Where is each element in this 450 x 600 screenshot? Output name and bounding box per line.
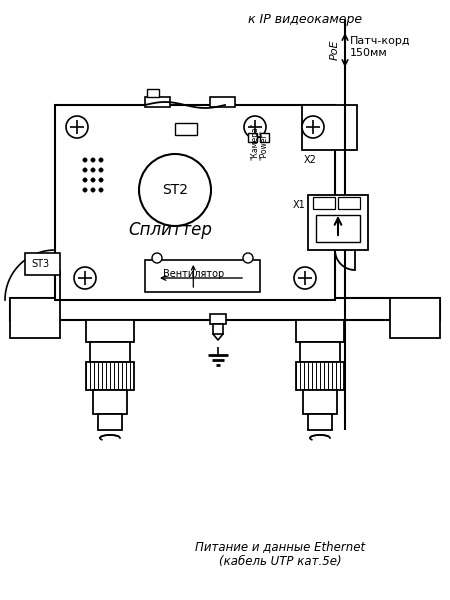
Circle shape	[302, 116, 324, 138]
Bar	[308, 414, 332, 430]
Circle shape	[74, 267, 96, 289]
Bar	[86, 362, 134, 390]
Bar	[86, 320, 134, 342]
Bar	[213, 324, 223, 334]
Circle shape	[91, 168, 95, 172]
Bar	[302, 105, 357, 150]
Circle shape	[83, 158, 87, 162]
Bar	[390, 298, 440, 338]
Text: PoE: PoE	[330, 40, 340, 60]
Text: Сплиттер: Сплиттер	[128, 221, 212, 239]
Circle shape	[99, 158, 103, 162]
Bar	[260, 133, 269, 142]
Text: X1: X1	[292, 200, 305, 210]
Bar	[296, 320, 344, 342]
Circle shape	[99, 188, 103, 192]
Circle shape	[244, 116, 266, 138]
Bar	[10, 298, 440, 320]
Circle shape	[66, 116, 88, 138]
Circle shape	[83, 178, 87, 182]
Circle shape	[91, 158, 95, 162]
Bar	[210, 314, 226, 324]
Text: "Камера": "Камера"	[251, 123, 260, 160]
Circle shape	[139, 154, 211, 226]
Circle shape	[294, 267, 316, 289]
Text: к IP видеокамере: к IP видеокамере	[248, 13, 362, 26]
Text: X2: X2	[304, 155, 317, 165]
Bar	[93, 390, 127, 414]
Bar	[313, 197, 335, 209]
Bar	[25, 253, 60, 275]
Circle shape	[83, 168, 87, 172]
Bar	[308, 195, 368, 250]
Circle shape	[91, 188, 95, 192]
Bar	[55, 105, 335, 300]
Circle shape	[91, 178, 95, 182]
Bar	[10, 298, 60, 338]
Circle shape	[243, 253, 253, 263]
Text: "Power": "Power"	[260, 130, 269, 160]
Bar	[210, 97, 235, 107]
Bar	[147, 89, 159, 97]
Text: (кабель UTP кат.5e): (кабель UTP кат.5e)	[219, 555, 341, 568]
Bar	[296, 362, 344, 390]
Bar	[303, 390, 337, 414]
Bar	[145, 260, 260, 292]
Circle shape	[83, 188, 87, 192]
Circle shape	[99, 168, 103, 172]
Text: Вентилятор: Вентилятор	[163, 269, 224, 279]
Bar	[338, 197, 360, 209]
Circle shape	[152, 253, 162, 263]
Text: Питание и данные Ethernet: Питание и данные Ethernet	[195, 540, 365, 553]
Text: ST2: ST2	[162, 183, 188, 197]
Bar	[175, 123, 197, 135]
Text: ST3: ST3	[31, 259, 49, 269]
Bar	[90, 342, 130, 362]
Bar	[300, 342, 340, 362]
Text: Патч-корд
150мм: Патч-корд 150мм	[350, 36, 410, 58]
Circle shape	[99, 178, 103, 182]
Bar	[248, 133, 257, 142]
Bar	[316, 215, 360, 242]
Bar	[98, 414, 122, 430]
Bar	[145, 97, 170, 107]
